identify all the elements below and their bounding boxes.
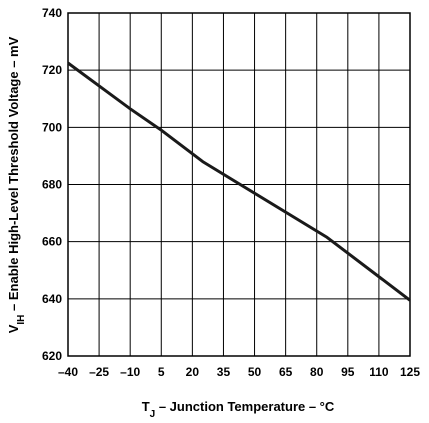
x-tick-label: –40 [58,365,78,379]
x-tick-label: 50 [248,365,262,379]
series-group [67,61,411,302]
y-tick-label: 640 [42,292,62,306]
series-line [67,61,411,302]
y-tick-label: 700 [42,120,62,134]
y-tick-label: 620 [42,349,62,363]
y-tick-label: 660 [42,235,62,249]
x-tick-label: 20 [186,365,200,379]
x-tick-label: –25 [89,365,109,379]
y-axis-label: VIH – Enable High-Level Threshold Voltag… [6,36,27,333]
plot-border [67,12,411,357]
y-tick-label: 680 [42,178,62,192]
x-tick-label: 110 [369,365,389,379]
x-tick-label: 95 [341,365,355,379]
x-axis-label: TJ – Junction Temperature – °C [142,399,335,420]
x-tick-label: 35 [217,365,231,379]
x-tick-label: 5 [158,365,165,379]
x-tick-label: –10 [120,365,140,379]
y-tick-labels: 620 640 660 680 700 720 740 [42,6,62,363]
y-tick-label: 720 [42,63,62,77]
x-tick-label: 125 [400,365,420,379]
x-tick-label: 65 [279,365,293,379]
y-tick-label: 740 [42,6,62,20]
x-tick-label: 80 [310,365,324,379]
x-tick-labels: –40 –25 –10 5 20 35 50 65 80 95 110 125 [58,365,420,379]
